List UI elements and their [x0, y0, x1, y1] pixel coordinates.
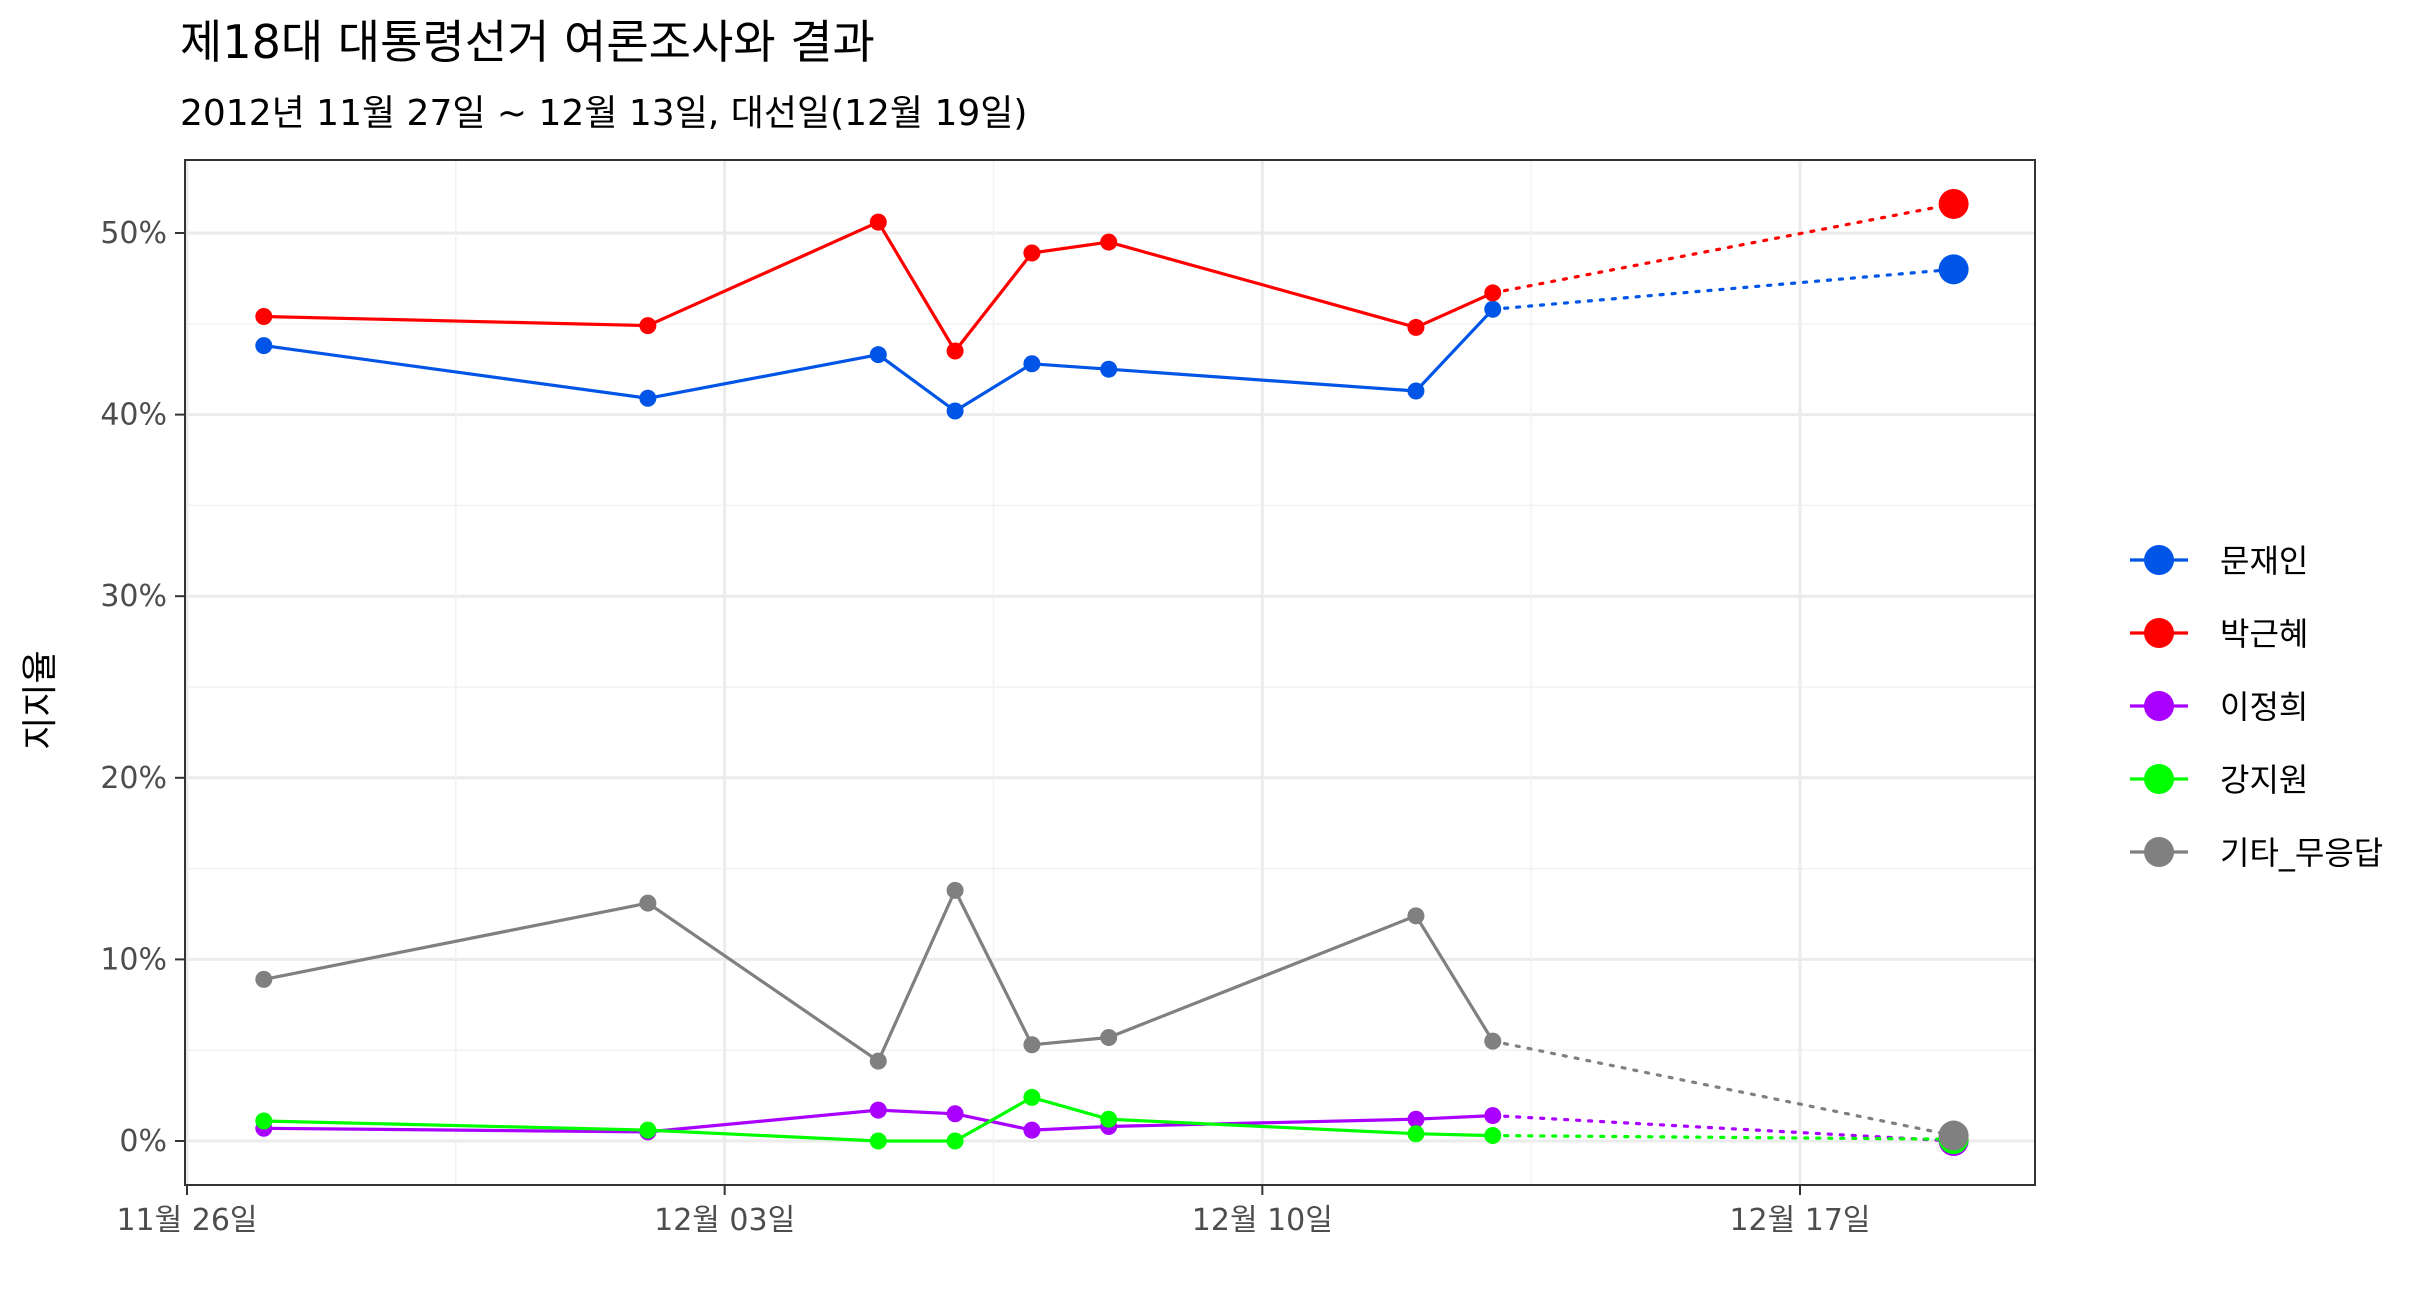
y-tick-label: 0%	[119, 1124, 167, 1159]
result-point-문재인	[1938, 254, 1969, 285]
chart-subtitle: 2012년 11월 27일 ~ 12월 13일, 대선일(12월 19일)	[180, 93, 1027, 134]
data-point-박근혜	[639, 317, 657, 335]
data-point-강지원	[1484, 1127, 1502, 1145]
data-point-박근혜	[1484, 284, 1502, 302]
data-point-기타_무응답	[946, 881, 964, 899]
data-point-문재인	[1100, 360, 1118, 378]
data-point-강지원	[1100, 1110, 1118, 1128]
projection-line-문재인	[1491, 267, 1956, 311]
projection-line-기타_무응답	[1491, 1039, 1956, 1138]
legend-item-이정희: 이정희	[2130, 688, 2308, 726]
data-point-기타_무응답	[1407, 907, 1425, 925]
y-tick-label: 10%	[100, 942, 167, 977]
y-axis-label: 지지율	[20, 650, 61, 749]
grid	[185, 160, 2035, 1185]
data-point-문재인	[1023, 355, 1041, 373]
legend-marker	[2144, 837, 2174, 867]
x-tick-label: 11월 26일	[116, 1203, 257, 1238]
data-point-기타_무응답	[869, 1052, 887, 1070]
data-point-이정희	[1023, 1121, 1041, 1139]
data-point-문재인	[869, 346, 887, 364]
plot-panel-border	[184, 159, 2036, 1186]
data-point-문재인	[946, 402, 964, 420]
projection-line-강지원	[1491, 1133, 1956, 1141]
data-point-기타_무응답	[255, 970, 273, 988]
data-point-이정희	[946, 1105, 964, 1123]
legend-item-문재인: 문재인	[2130, 542, 2308, 580]
legend-label: 이정희	[2220, 688, 2308, 726]
data-point-기타_무응답	[639, 894, 657, 912]
data-point-강지원	[869, 1132, 887, 1150]
series-line-기타_무응답	[263, 888, 1495, 1063]
axes: 0% 10% 20% 30% 40% 50% 11월 26일 12월 03일 12월 10일 12…	[100, 216, 1870, 1238]
chart-title: 제18대 대통령선거 여론조사와 결과	[180, 15, 875, 69]
projection-line-이정희	[1491, 1113, 1956, 1143]
series-line-이정희	[263, 1108, 1493, 1134]
data-point-박근혜	[1407, 318, 1425, 336]
data-point-박근혜	[869, 213, 887, 231]
x-tick-label: 12월 10일	[1192, 1203, 1333, 1238]
data-point-강지원	[1407, 1125, 1425, 1143]
y-tick-label: 40%	[100, 398, 167, 433]
data-point-이정희	[869, 1101, 887, 1119]
x-tick-label: 12월 03일	[654, 1203, 795, 1238]
x-tick-label: 12월 17일	[1729, 1203, 1870, 1238]
legend-label: 기타_무응답	[2220, 834, 2383, 872]
result-point-기타_무응답	[1938, 1120, 1969, 1151]
legend-label: 문재인	[2220, 542, 2308, 580]
data-point-박근혜	[255, 308, 273, 326]
data-point-강지원	[255, 1112, 273, 1130]
series-line-박근혜	[263, 220, 1494, 353]
data-point-문재인	[255, 337, 273, 355]
legend-label: 강지원	[2220, 761, 2308, 799]
legend-marker	[2144, 545, 2174, 575]
series-line-문재인	[263, 308, 1494, 413]
data-point-문재인	[1484, 300, 1502, 318]
legend-label: 박근혜	[2220, 615, 2308, 653]
data-point-박근혜	[1023, 244, 1041, 262]
data-point-강지원	[946, 1132, 964, 1150]
legend-marker	[2144, 691, 2174, 721]
data-point-기타_무응답	[1023, 1036, 1041, 1054]
projection-line-박근혜	[1491, 202, 1956, 295]
data-point-기타_무응답	[1484, 1032, 1502, 1050]
y-tick-label: 50%	[100, 216, 167, 251]
legend-item-박근혜: 박근혜	[2130, 615, 2308, 653]
legend-marker	[2144, 764, 2174, 794]
y-tick-label: 30%	[100, 579, 167, 614]
data-point-강지원	[1023, 1088, 1041, 1106]
series-layer	[255, 188, 1969, 1156]
data-point-박근혜	[1100, 233, 1118, 251]
result-point-박근혜	[1938, 188, 1969, 219]
legend-item-기타_무응답: 기타_무응답	[2130, 834, 2383, 872]
data-point-문재인	[1407, 382, 1425, 400]
data-point-기타_무응답	[1100, 1028, 1118, 1046]
data-point-강지원	[639, 1121, 657, 1139]
data-point-이정희	[1484, 1107, 1502, 1125]
y-tick-label: 20%	[100, 761, 167, 796]
legend-marker	[2144, 618, 2174, 648]
data-point-문재인	[639, 389, 657, 407]
legend-item-강지원: 강지원	[2130, 761, 2308, 799]
series-line-강지원	[263, 1095, 1493, 1143]
data-point-이정희	[1407, 1110, 1425, 1128]
data-point-박근혜	[946, 342, 964, 360]
